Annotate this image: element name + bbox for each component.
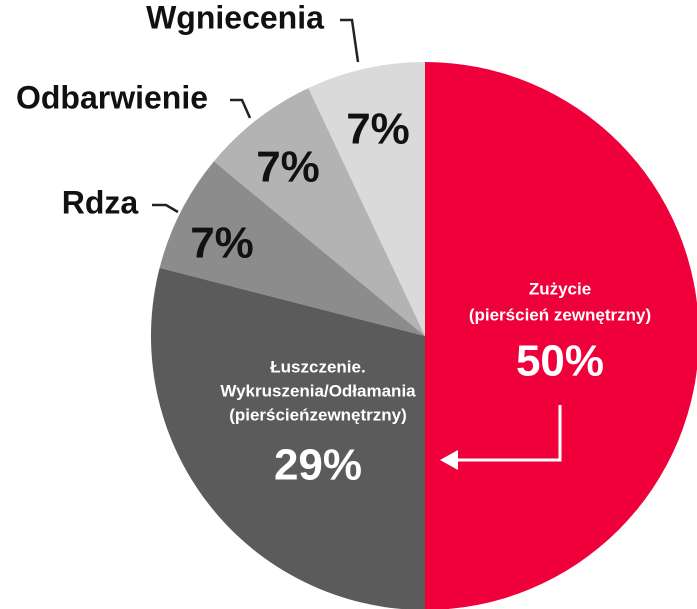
slice-label: (pierścieńzewnętrzny) [229, 405, 407, 424]
leader-line [340, 18, 360, 63]
slice [151, 267, 425, 609]
leader-line [152, 203, 179, 214]
slice [213, 88, 425, 336]
slice [425, 62, 697, 609]
slice-label: Zużycie [529, 279, 591, 298]
arrow-head [440, 450, 458, 470]
slice [159, 161, 425, 336]
labels: Zużycie (pierścień zewnętrzny) 50% Łuszczen… [16, 0, 651, 490]
slice-label: Wgniecenia [146, 0, 324, 35]
value-label: 7% [190, 219, 254, 268]
value-label: 7% [256, 143, 320, 192]
slice-label: Łuszczenie. [270, 357, 365, 376]
value-label: 7% [346, 105, 410, 154]
arrow [458, 405, 562, 462]
value-label: 50% [516, 337, 604, 386]
slice-label: Wykruszenia/Odłamania [220, 381, 416, 400]
slice-label: Odbarwienie [16, 79, 208, 115]
slice-label: (pierścień zewnętrzny) [469, 305, 651, 324]
value-label: 29% [274, 441, 362, 490]
slice [308, 62, 425, 336]
slice-label: Rdza [62, 184, 139, 220]
leader-line [230, 98, 252, 119]
